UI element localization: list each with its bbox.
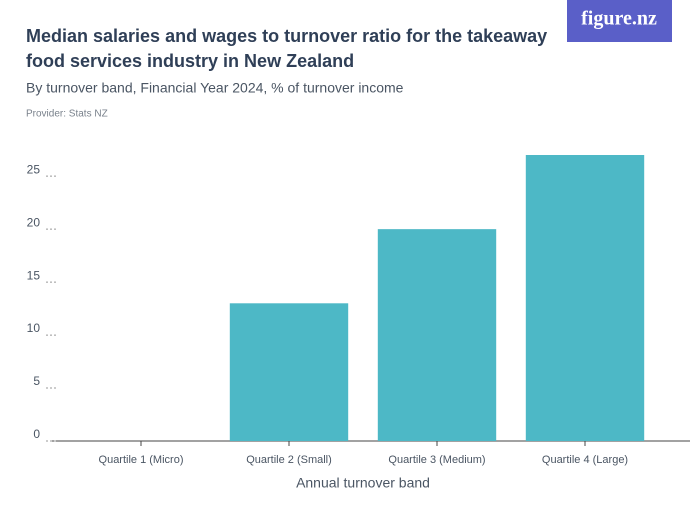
chart-title: Median salaries and wages to turnover ra… <box>26 26 552 71</box>
logo-box[interactable] <box>567 0 672 42</box>
x-tick-label: Quartile 2 (Small) <box>246 454 332 466</box>
logo[interactable]: figure.nz <box>581 8 657 30</box>
provider: Provider: Stats NZ <box>26 109 108 120</box>
x-tick-label: Quartile 1 (Micro) <box>99 454 184 466</box>
y-tick-label: 5 <box>33 374 40 388</box>
y-tick-label: 15 <box>27 268 41 282</box>
x-tick-label: Quartile 4 (Large) <box>542 454 628 466</box>
title-line: food services industry in New Zealand <box>26 51 354 71</box>
bar <box>377 229 497 441</box>
chart-subtitle: By turnover band, Financial Year 2024, %… <box>26 80 404 96</box>
y-tick-label: 25 <box>27 162 41 176</box>
y-tick-label: 20 <box>27 215 41 229</box>
x-tick-label: Quartile 3 (Medium) <box>388 454 485 466</box>
title-line: Median salaries and wages to turnover ra… <box>26 26 547 46</box>
x-axis-label: Annual turnover band <box>296 475 430 491</box>
bar <box>229 303 349 441</box>
y-tick-label: 10 <box>27 321 41 335</box>
bar <box>525 155 645 441</box>
y-tick-label: 0 <box>33 427 40 441</box>
